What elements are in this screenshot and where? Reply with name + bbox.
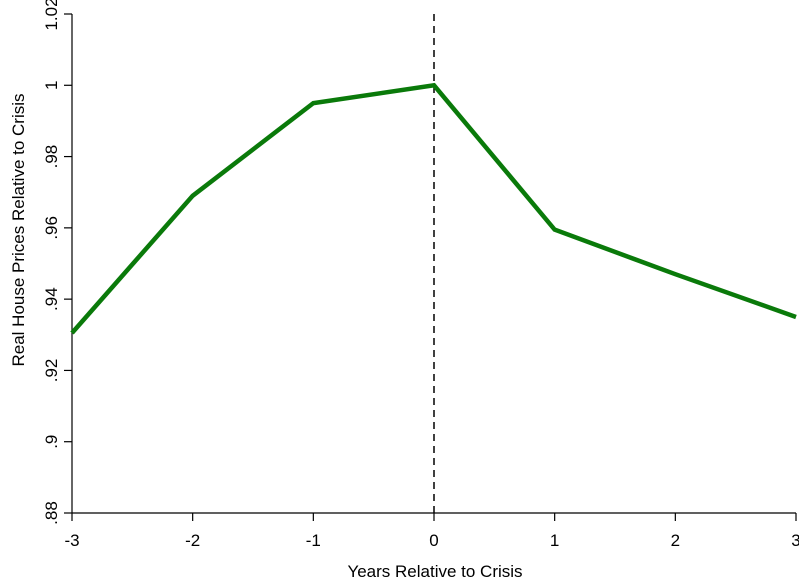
y-tick-label: 1 — [42, 81, 61, 90]
y-axis-title: Real House Prices Relative to Crisis — [9, 93, 28, 366]
data-series — [70, 82, 797, 335]
y-tick-label: .94 — [42, 287, 61, 311]
tick-labels: -3 -2 -1 0 1 2 3 .88 .9 .92 .94 .96 .98 1 1.02 — [42, 0, 799, 550]
x-tick-label: 3 — [791, 531, 799, 550]
y-tick-label: .96 — [42, 216, 61, 240]
x-axis-title: Years Relative to Crisis — [347, 562, 522, 581]
x-tick-label: -1 — [306, 531, 321, 550]
y-tick-label: .98 — [42, 145, 61, 169]
x-tick-label: 1 — [550, 531, 559, 550]
y-tick-label: 1.02 — [42, 0, 61, 31]
x-tick-label: 2 — [671, 531, 680, 550]
y-tick-label: .88 — [42, 501, 61, 525]
axis-ticks — [64, 13, 797, 521]
y-tick-label: .92 — [42, 359, 61, 383]
x-tick-label: -3 — [64, 531, 79, 550]
x-tick-label: -2 — [185, 531, 200, 550]
y-tick-label: .9 — [42, 435, 61, 449]
x-tick-label: 0 — [429, 531, 438, 550]
